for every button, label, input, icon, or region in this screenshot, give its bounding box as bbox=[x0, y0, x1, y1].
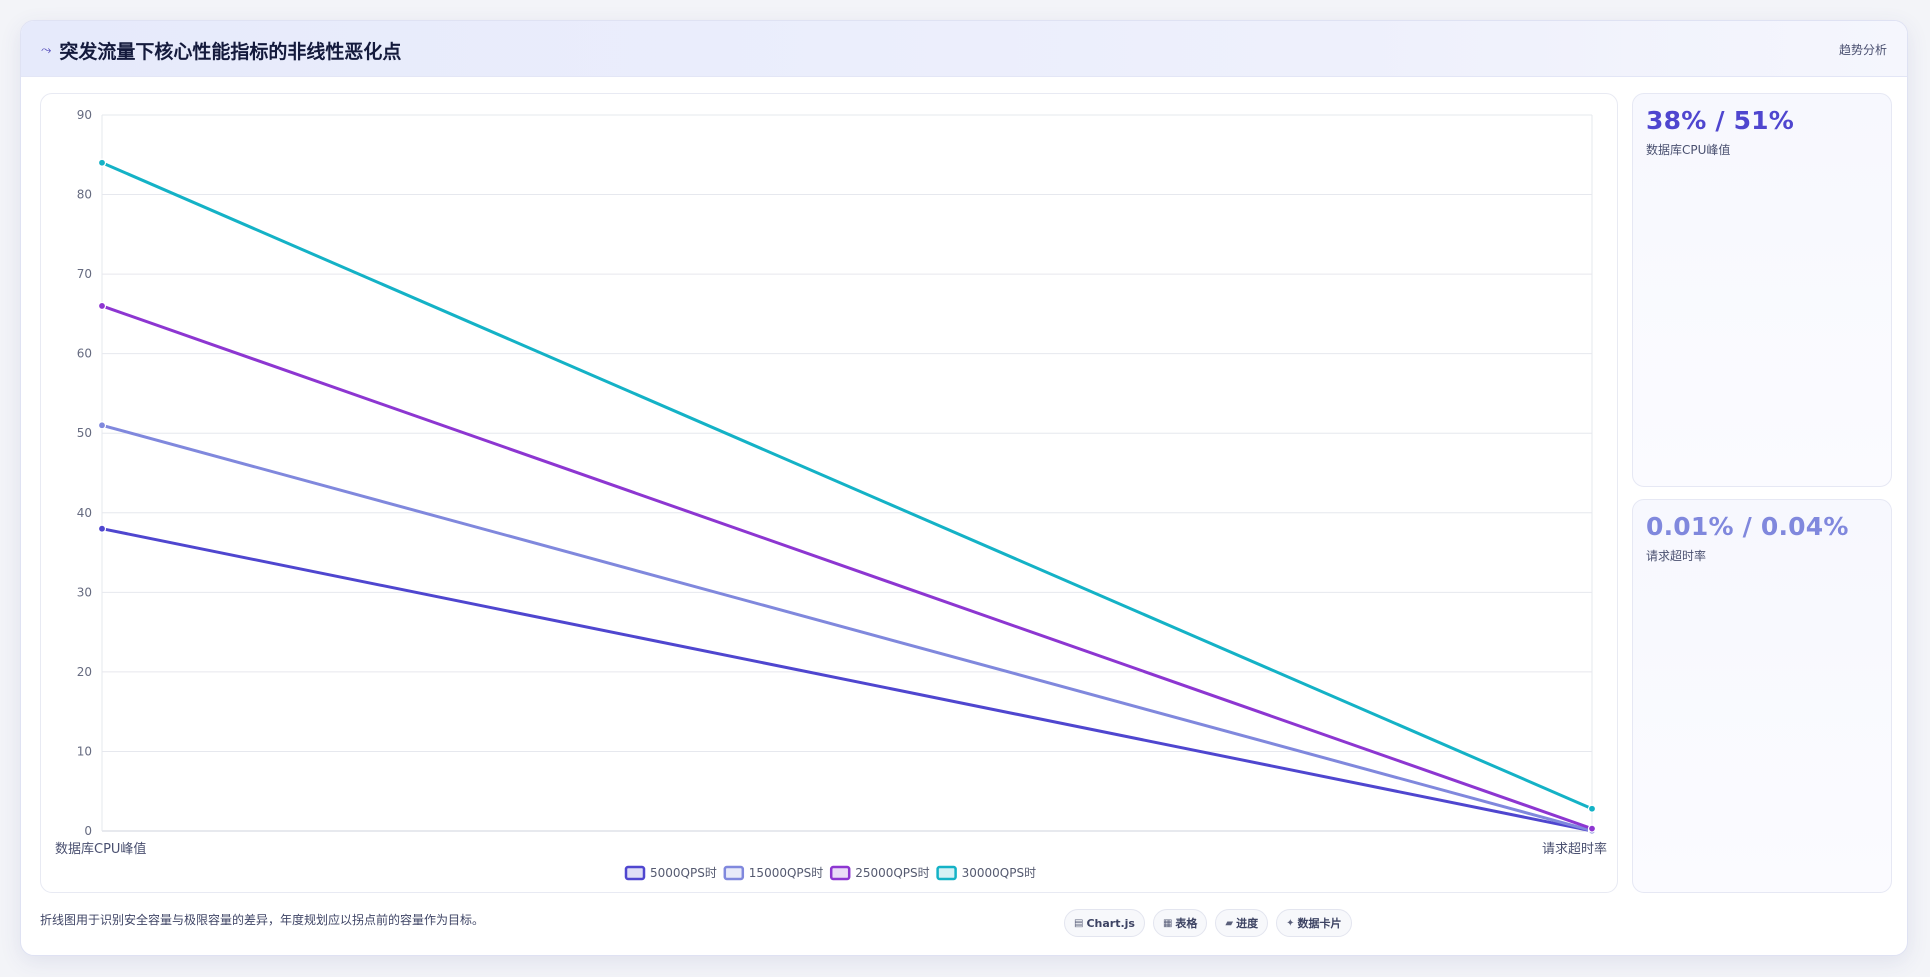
pill-table[interactable]: ▦ 表格 bbox=[1152, 909, 1208, 937]
pill-label: 进度 bbox=[1236, 917, 1259, 930]
dashboard-card: ⤳ 突发流量下核心性能指标的非线性恶化点 趋势分析 0 10 20 30 40 50 60 7… bbox=[20, 20, 1908, 956]
legend-label: 30000QPS时 bbox=[962, 866, 1036, 880]
y-tick-label: 20 bbox=[77, 665, 92, 679]
legend-label: 15000QPS时 bbox=[749, 866, 823, 880]
y-tick-label: 40 bbox=[77, 506, 92, 520]
x-tick-label: 请求超时率 bbox=[1542, 841, 1607, 857]
y-tick-label: 10 bbox=[77, 744, 92, 758]
legend-label: 25000QPS时 bbox=[855, 866, 929, 880]
y-tick-label: 30 bbox=[77, 585, 92, 599]
stat-card-timeout: 0.01% / 0.04% 请求超时率 bbox=[1632, 499, 1892, 893]
y-tick-label: 90 bbox=[77, 108, 92, 122]
stat-card-cpu: 38% / 51% 数据库CPU峰值 bbox=[1632, 93, 1892, 487]
pill-label: 表格 bbox=[1175, 917, 1198, 930]
data-card-icon: ✦ bbox=[1286, 917, 1295, 929]
data-point[interactable] bbox=[97, 421, 107, 430]
y-tick-label: 0 bbox=[84, 824, 92, 838]
page-title: 突发流量下核心性能指标的非线性恶化点 bbox=[59, 41, 402, 63]
line-chart: 0 10 20 30 40 50 60 70 80 90 数据库CPU峰值 请求超时率 5000QPS… bbox=[55, 108, 1607, 881]
data-point[interactable] bbox=[1587, 804, 1597, 813]
legend-swatch bbox=[829, 865, 851, 881]
stat-label: 请求超时率 bbox=[1646, 549, 1707, 563]
trend-line-icon: ⤳ bbox=[41, 43, 52, 58]
legend-swatch bbox=[723, 865, 745, 881]
y-tick-label: 70 bbox=[77, 267, 92, 281]
legend-label: 5000QPS时 bbox=[650, 866, 717, 880]
series-line bbox=[101, 423, 1593, 833]
chart-panel: 0 10 20 30 40 50 60 70 80 90 数据库CPU峰值 请求超时率 5000QPS… bbox=[40, 93, 1618, 893]
pill-progress[interactable]: ▰ 进度 bbox=[1215, 909, 1269, 937]
legend-item[interactable]: 30000QPS时 bbox=[936, 865, 1036, 881]
table-icon: ▦ bbox=[1162, 917, 1173, 929]
series-line bbox=[101, 161, 1593, 811]
footer-note: 折线图用于识别安全容量与极限容量的差异，年度规划应以拐点前的容量作为目标。 bbox=[40, 913, 485, 927]
stat-value: 0.01% / 0.04% bbox=[1646, 512, 1849, 541]
data-point[interactable] bbox=[97, 158, 107, 167]
series-line bbox=[101, 527, 1593, 833]
legend-item[interactable]: 15000QPS时 bbox=[723, 865, 823, 881]
pill-data-card[interactable]: ✦ 数据卡片 bbox=[1276, 909, 1352, 937]
progress-icon: ▰ bbox=[1225, 917, 1234, 929]
data-point[interactable] bbox=[97, 524, 107, 533]
pill-label: 数据卡片 bbox=[1297, 917, 1342, 930]
header-tag[interactable]: 趋势分析 bbox=[1838, 43, 1887, 57]
y-tick-label: 60 bbox=[77, 347, 92, 361]
legend-swatch bbox=[936, 865, 957, 881]
view-switcher: ▤ Chart.js ▦ 表格 ▰ 进度 ✦ 数据卡片 bbox=[1064, 909, 1352, 937]
stat-value: 38% / 51% bbox=[1646, 106, 1795, 135]
legend-swatch bbox=[624, 865, 646, 881]
card-header: ⤳ 突发流量下核心性能指标的非线性恶化点 趋势分析 bbox=[21, 21, 1907, 77]
legend-item[interactable]: 25000QPS时 bbox=[829, 865, 930, 881]
y-tick-label: 50 bbox=[77, 426, 92, 440]
stat-label: 数据库CPU峰值 bbox=[1646, 143, 1731, 157]
data-point[interactable] bbox=[1587, 824, 1597, 833]
x-tick-label: 数据库CPU峰值 bbox=[55, 841, 146, 857]
y-tick-label: 80 bbox=[77, 188, 92, 202]
title-group: ⤳ 突发流量下核心性能指标的非线性恶化点 bbox=[41, 37, 401, 64]
series-line bbox=[101, 304, 1593, 831]
pill-label: Chart.js bbox=[1086, 916, 1135, 930]
legend-item[interactable]: 5000QPS时 bbox=[624, 865, 717, 881]
pill-chartjs[interactable]: ▤ Chart.js bbox=[1064, 909, 1145, 937]
data-point[interactable] bbox=[97, 301, 107, 311]
chart-icon: ▤ bbox=[1074, 917, 1084, 929]
